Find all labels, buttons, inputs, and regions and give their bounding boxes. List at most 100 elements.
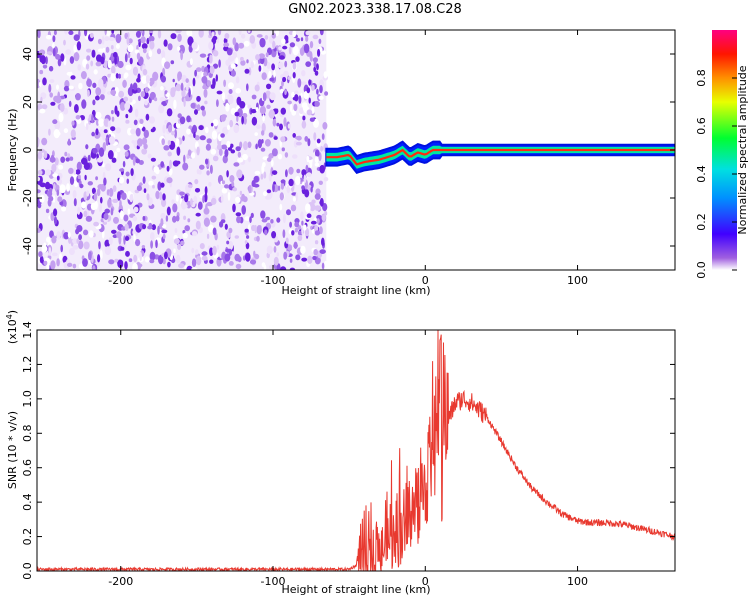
noise-blob bbox=[203, 217, 210, 227]
noise-blob bbox=[195, 249, 199, 255]
noise-blob bbox=[266, 245, 273, 255]
noise-blob bbox=[189, 58, 193, 66]
snr-y-tick-label: 0.8 bbox=[21, 425, 34, 443]
noise-blob bbox=[205, 158, 209, 165]
noise-blob bbox=[295, 141, 302, 146]
noise-blob bbox=[201, 251, 208, 256]
noise-blob bbox=[198, 30, 204, 38]
noise-blob bbox=[138, 160, 144, 165]
noise-blob bbox=[84, 174, 87, 181]
noise-blob bbox=[49, 92, 53, 98]
noise-blob bbox=[294, 221, 300, 228]
noise-blob bbox=[115, 33, 122, 44]
noise-blob bbox=[279, 123, 283, 131]
noise-blob bbox=[228, 55, 235, 62]
noise-blob bbox=[304, 136, 309, 142]
noise-blob bbox=[237, 157, 244, 163]
noise-blob bbox=[180, 50, 184, 61]
noise-blob bbox=[308, 79, 312, 86]
noise-blob bbox=[212, 227, 217, 236]
noise-blob bbox=[176, 160, 181, 165]
noise-blob bbox=[151, 224, 156, 231]
noise-blob bbox=[287, 76, 292, 80]
noise-blob bbox=[131, 140, 135, 144]
noise-blob bbox=[167, 124, 173, 133]
noise-blob bbox=[305, 203, 311, 213]
noise-blob bbox=[205, 126, 209, 134]
noise-blob bbox=[305, 30, 311, 36]
noise-blob bbox=[270, 159, 274, 167]
noise-blob bbox=[151, 175, 157, 180]
noise-blob bbox=[195, 67, 202, 72]
noise-blob bbox=[258, 53, 265, 59]
noise-blob bbox=[240, 60, 246, 66]
noise-blob bbox=[125, 171, 130, 177]
noise-blob bbox=[292, 45, 299, 56]
noise-blob bbox=[271, 32, 276, 39]
noise-blob bbox=[56, 175, 60, 181]
noise-blob bbox=[63, 57, 67, 66]
noise-blob bbox=[295, 254, 301, 261]
noise-blob bbox=[266, 83, 272, 90]
noise-blob bbox=[313, 249, 319, 256]
noise-blob bbox=[262, 162, 266, 168]
noise-blob bbox=[307, 255, 313, 264]
noise-blob bbox=[210, 122, 214, 127]
noise-blob bbox=[262, 92, 267, 102]
noise-blob bbox=[228, 248, 232, 256]
noise-blob bbox=[227, 94, 231, 99]
noise-blob bbox=[226, 140, 231, 148]
noise-blob bbox=[218, 148, 223, 156]
snr-scale-suffix: ) bbox=[6, 310, 19, 314]
noise-blob bbox=[235, 146, 241, 152]
noise-blob bbox=[224, 253, 231, 262]
noise-blob bbox=[119, 101, 126, 111]
noise-blob bbox=[292, 196, 296, 202]
noise-blob bbox=[100, 86, 106, 95]
spectrogram-x-label: Height of straight line (km) bbox=[281, 284, 430, 297]
noise-blob bbox=[182, 135, 185, 142]
noise-blob bbox=[114, 151, 118, 159]
noise-blob bbox=[174, 227, 178, 234]
noise-blob bbox=[276, 217, 281, 223]
noise-blob bbox=[149, 251, 156, 261]
noise-blob bbox=[69, 176, 75, 185]
noise-blob bbox=[183, 215, 187, 220]
noise-blob bbox=[251, 94, 257, 100]
noise-blob bbox=[60, 53, 65, 62]
noise-blob bbox=[67, 138, 71, 146]
noise-blob bbox=[259, 37, 266, 48]
noise-blob bbox=[51, 252, 58, 257]
noise-blob bbox=[119, 200, 122, 208]
noise-blob bbox=[160, 182, 165, 188]
noise-blob bbox=[206, 170, 210, 176]
spectrogram-y-tick-label: -20 bbox=[21, 189, 34, 207]
noise-blob bbox=[298, 95, 302, 104]
noise-blob bbox=[183, 97, 186, 108]
noise-blob bbox=[303, 43, 310, 54]
noise-blob bbox=[306, 87, 311, 94]
noise-blob bbox=[103, 177, 107, 186]
noise-blob bbox=[132, 156, 136, 166]
noise-blob bbox=[104, 208, 110, 214]
noise-blob bbox=[108, 136, 116, 145]
noise-blob bbox=[182, 232, 188, 239]
noise-blob bbox=[178, 263, 185, 269]
noise-blob bbox=[81, 99, 87, 109]
noise-blob bbox=[153, 166, 160, 173]
noise-blob bbox=[232, 37, 237, 46]
noise-blob bbox=[313, 118, 319, 128]
snr-y-tick-label: 0.6 bbox=[21, 459, 34, 477]
noise-blob bbox=[182, 203, 188, 209]
noise-blob bbox=[86, 190, 90, 197]
noise-blob bbox=[162, 124, 166, 134]
noise-blob bbox=[41, 245, 48, 253]
noise-blob bbox=[132, 215, 138, 222]
noise-blob bbox=[196, 255, 202, 266]
noise-blob bbox=[309, 51, 313, 60]
noise-blob bbox=[232, 52, 238, 59]
noise-blob bbox=[142, 48, 147, 54]
noise-blob bbox=[85, 144, 89, 150]
noise-blob bbox=[52, 47, 56, 57]
noise-blob bbox=[300, 245, 306, 255]
